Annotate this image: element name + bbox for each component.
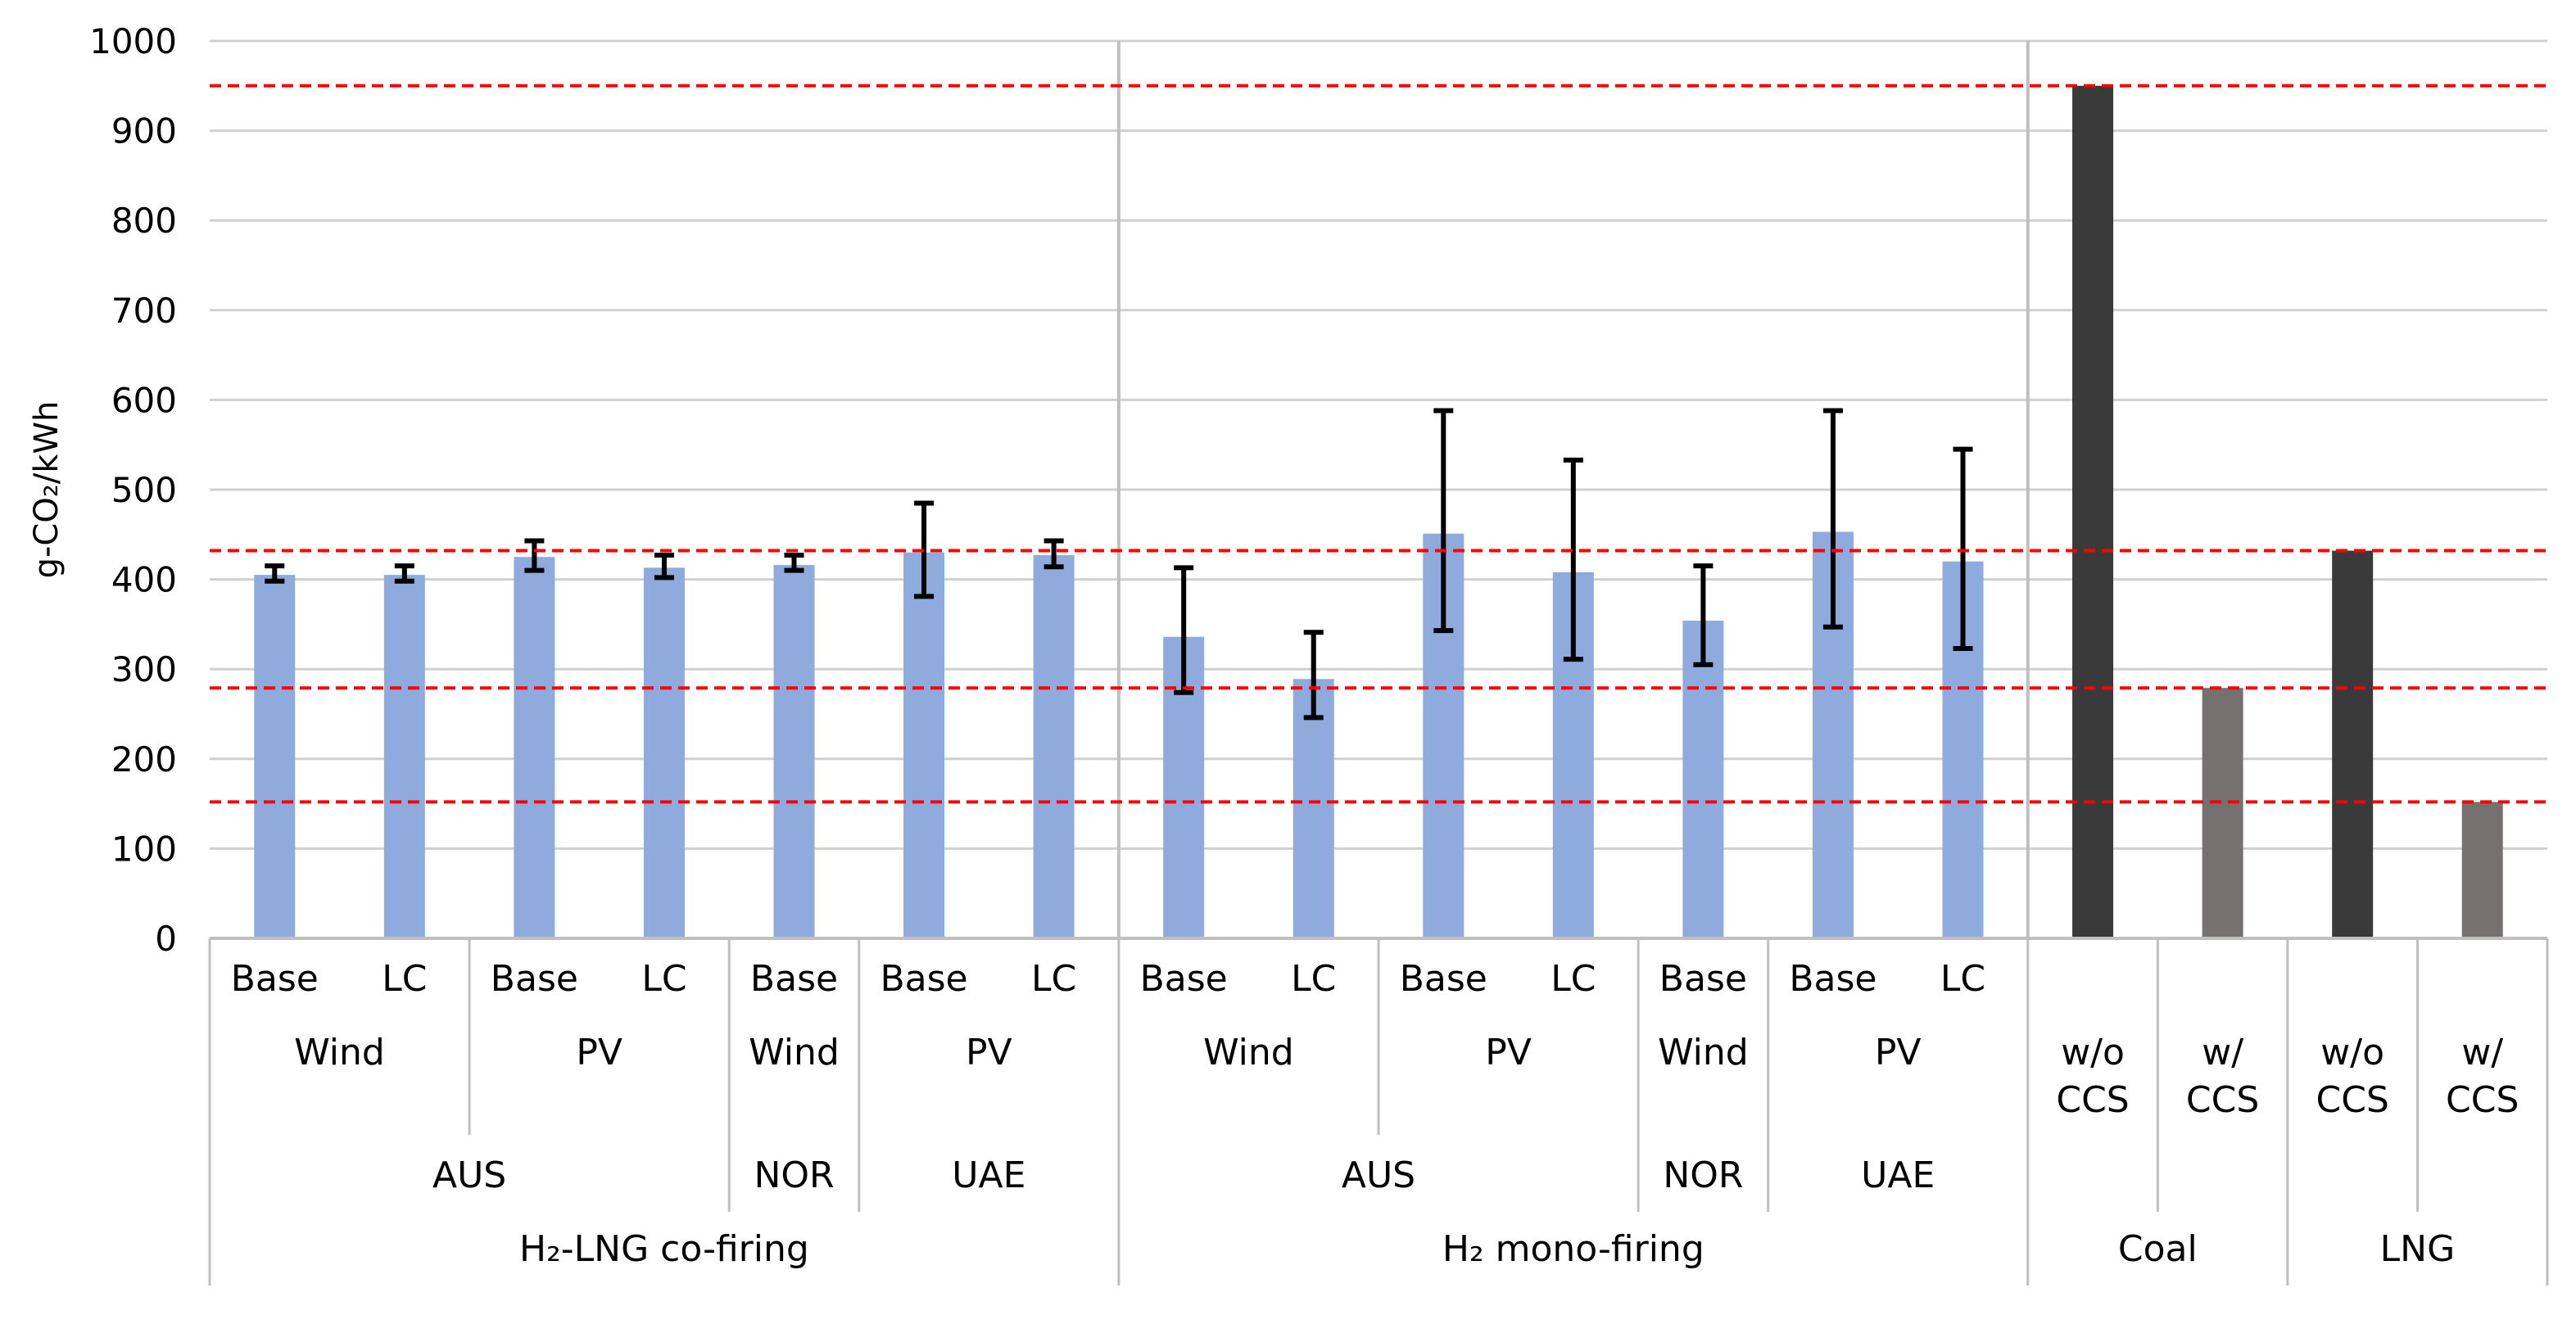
category-label-case: Base [231,958,319,1000]
error-bar [1303,630,1324,721]
bar [903,552,945,938]
category-label-case: Base [491,958,578,1000]
x-axis-categories: Base LC Base LC Base Base LC Base LC Base LC Base Ba… [208,937,2549,1286]
error-bar [524,538,545,573]
category-label-case: Base [1789,958,1877,1000]
bar [2332,550,2374,938]
y-tick-label: 700 [111,291,177,331]
y-tick-label: 200 [111,739,177,779]
error-bar [914,500,935,599]
category-label-case: Base [750,958,838,1000]
bar [1682,621,1724,938]
error-bar [1822,408,1843,630]
reference-lines [210,84,2547,804]
category-label-case: Base [1140,958,1228,1000]
error-bar [1433,408,1454,634]
error-bar [394,563,414,584]
category-label-source: PV [576,1032,622,1073]
category-label-source: Wind [294,1032,385,1073]
category-label-country: UAE [1861,1155,1935,1196]
error-bar [1693,563,1714,667]
category-label-source: w/CCS [2186,1032,2259,1121]
category-label-country: NOR [1663,1155,1743,1196]
bar [773,565,815,938]
category-label-source: w/o CCS [2056,1032,2129,1121]
y-axis-label: g-CO₂/kWh [28,401,66,579]
bar [254,575,296,938]
bar [2202,688,2243,938]
error-bar [1174,565,1194,695]
category-label-source: PV [966,1032,1012,1073]
category-label-source: Wind [1658,1032,1749,1073]
y-tick-label: 0 [155,919,177,959]
bar [643,567,685,938]
y-axis-ticks: 0 100 200 300 400 500 600 700 800 900 1000 [89,21,177,959]
category-label-country: NOR [754,1155,834,1196]
category-label-group: Coal [2118,1228,2198,1270]
category-label-case: Base [880,958,967,1000]
y-tick-label: 500 [111,470,177,510]
category-label-case: LC [1291,958,1336,1000]
category-label-source: Wind [1203,1032,1294,1073]
y-tick-label: 100 [111,829,177,869]
category-label-country: AUS [1342,1155,1415,1196]
category-label-source: PV [1485,1032,1532,1073]
category-label-case: Base [1400,958,1487,1000]
error-bar [784,553,804,573]
category-label-group: H₂ mono-firing [1442,1228,1705,1270]
category-label-case: LC [382,958,427,1000]
category-label-source: w/o CCS [2316,1032,2388,1121]
bar [514,557,555,938]
error-bar [654,553,674,581]
y-tick-label: 1000 [89,21,177,61]
category-label-country: AUS [432,1155,506,1196]
category-label-source: PV [1875,1032,1922,1073]
category-label-case: LC [1031,958,1076,1000]
bar [383,575,425,938]
category-label-case: LC [641,958,686,1000]
error-bar [1563,457,1583,662]
gridlines [210,39,2547,940]
bar [2461,802,2503,938]
y-tick-label: 900 [111,111,177,151]
category-label-source: Wind [749,1032,840,1073]
error-bar [265,563,285,584]
bar [1033,555,1075,938]
error-bar [1953,446,1973,651]
bars [254,85,2503,938]
category-label-group: H₂-LNG co-firing [519,1228,809,1270]
category-label-source: w/CCS [2446,1032,2519,1121]
y-tick-label: 800 [111,201,177,241]
bar [2072,85,2114,938]
y-tick-label: 400 [111,560,177,600]
error-bars [265,408,1973,721]
category-label-group: LNG [2380,1228,2456,1270]
y-tick-label: 600 [111,380,177,420]
category-label-case: LC [1940,958,1985,1000]
category-label-case: LC [1551,958,1596,1000]
bar [1293,679,1334,938]
category-label-case: Base [1659,958,1747,1000]
category-label-country: UAE [952,1155,1025,1196]
error-bar [1044,538,1064,570]
y-tick-label: 300 [111,649,177,689]
